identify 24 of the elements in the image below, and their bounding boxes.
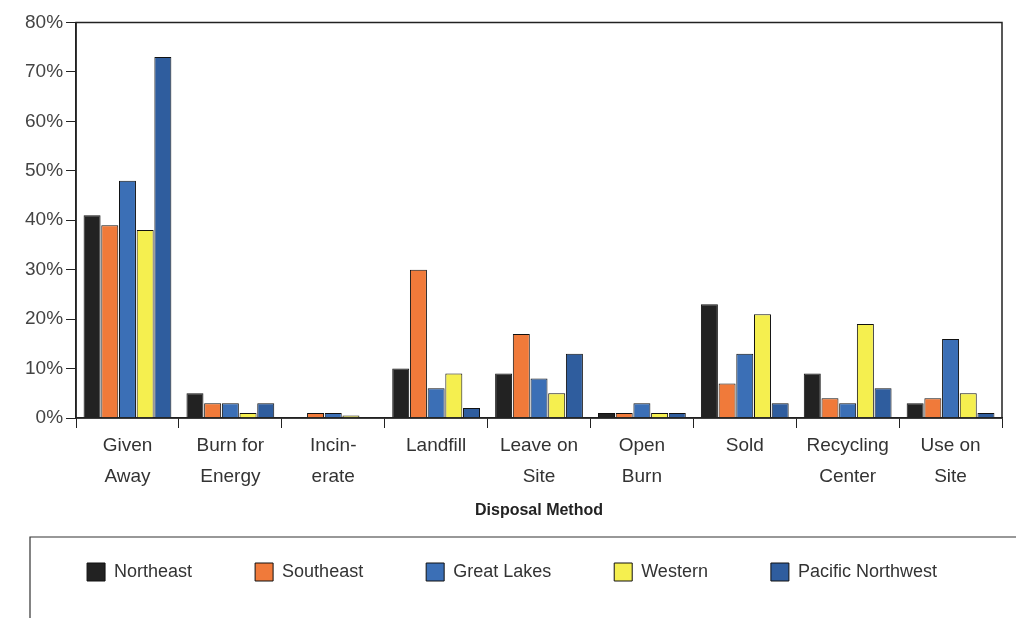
y-tick-label: 0%	[35, 406, 64, 428]
legend-label: Great Lakes	[453, 560, 552, 581]
y-tick-label: 30%	[25, 257, 64, 279]
x-tick-label: Recycling Center	[806, 434, 889, 486]
y-tick-label: 20%	[25, 307, 64, 329]
x-axis-title: Disposal Method	[475, 500, 604, 518]
x-tick-label: Use on Site	[920, 434, 981, 486]
x-tick-label: Sold	[725, 434, 764, 456]
x-tick-label: Open Burn	[618, 434, 666, 486]
x-tick-label: Burn for Energy	[196, 434, 265, 486]
legend-label: Southeast	[282, 560, 364, 581]
x-tick-label: Leave on Site	[499, 434, 579, 486]
y-tick-label: 10%	[25, 356, 64, 378]
x-tick-label: Landfill	[406, 434, 467, 456]
y-tick-label: 60%	[25, 109, 64, 131]
legend-label: Northeast	[114, 560, 193, 581]
y-tick-label: 40%	[25, 208, 64, 230]
x-tick-label: Given Away	[102, 434, 153, 486]
y-tick-label: 70%	[25, 60, 64, 82]
y-tick-label: 50%	[25, 158, 64, 180]
legend-label: Pacific Northwest	[797, 560, 937, 581]
x-tick-label: Incin- erate	[310, 434, 357, 486]
legend-label: Western	[641, 560, 708, 581]
y-tick-label: 80%	[25, 10, 64, 32]
